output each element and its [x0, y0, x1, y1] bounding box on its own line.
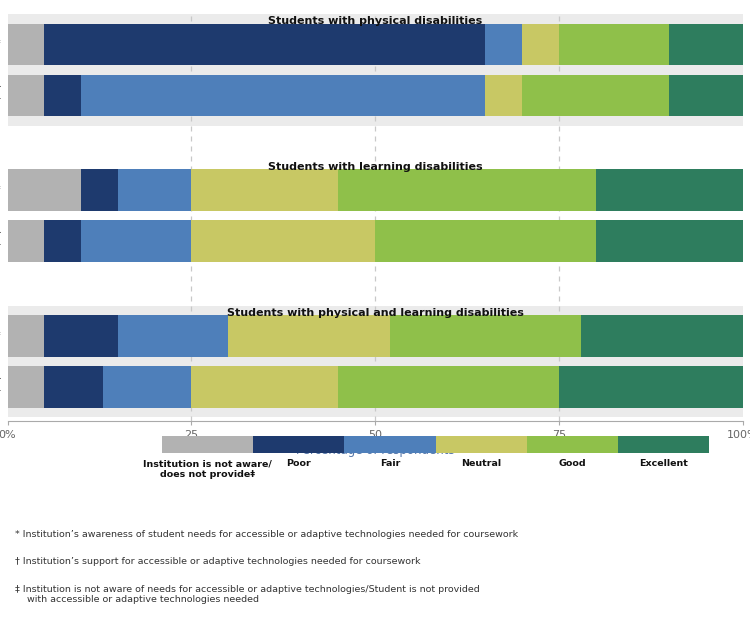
Bar	[8, 24, 44, 65]
Bar	[81, 169, 118, 211]
Bar	[44, 366, 103, 407]
Text: Excellent: Excellent	[639, 459, 688, 468]
Bar	[485, 24, 522, 65]
Bar	[580, 315, 742, 356]
Bar	[669, 75, 742, 116]
Bar	[8, 75, 44, 116]
Bar	[44, 75, 81, 116]
Bar	[596, 169, 742, 211]
Bar	[338, 366, 559, 407]
Bar	[527, 436, 618, 453]
Bar	[522, 24, 559, 65]
Bar	[344, 436, 436, 453]
Text: Students with physical disabilities: Students with physical disabilities	[268, 16, 482, 26]
Bar	[191, 169, 338, 211]
Bar	[522, 75, 669, 116]
Text: ‡ Institution is not aware of needs for accessible or adaptive technologies/Stud: ‡ Institution is not aware of needs for …	[15, 585, 479, 604]
Text: Good: Good	[559, 459, 586, 468]
Text: Fair: Fair	[380, 459, 400, 468]
Text: Students with learning disabilities: Students with learning disabilities	[268, 162, 482, 172]
Bar	[81, 220, 191, 262]
Text: Institution is not aware/
does not provide‡: Institution is not aware/ does not provi…	[143, 459, 272, 478]
Bar	[436, 436, 527, 453]
Bar	[103, 366, 191, 407]
Bar	[44, 220, 81, 262]
Text: * Institution’s awareness of student needs for accessible or adaptive technologi: * Institution’s awareness of student nee…	[15, 530, 518, 539]
Text: Neutral: Neutral	[461, 459, 501, 468]
Bar	[162, 436, 253, 453]
Bar	[118, 169, 191, 211]
Bar	[596, 220, 742, 262]
Bar	[485, 75, 522, 116]
Bar	[228, 315, 390, 356]
Bar	[338, 169, 596, 211]
Bar	[191, 366, 338, 407]
Bar	[669, 24, 742, 65]
X-axis label: Percentage of respondents: Percentage of respondents	[296, 444, 454, 457]
Bar	[559, 366, 742, 407]
Bar	[253, 436, 344, 453]
Bar	[8, 366, 44, 407]
Text: † Institution’s support for accessible or adaptive technologies needed for cours: † Institution’s support for accessible o…	[15, 557, 420, 567]
Bar	[191, 220, 375, 262]
Bar	[618, 436, 710, 453]
Bar	[8, 169, 81, 211]
Bar	[390, 315, 580, 356]
Bar	[81, 75, 485, 116]
Text: Poor: Poor	[286, 459, 311, 468]
Bar	[8, 160, 742, 271]
Text: Students with physical and learning disabilities: Students with physical and learning disa…	[226, 308, 524, 318]
Bar	[559, 24, 669, 65]
Bar	[8, 315, 44, 356]
Bar	[44, 315, 118, 356]
Bar	[118, 315, 228, 356]
Bar	[8, 14, 742, 126]
Bar	[44, 24, 485, 65]
Bar	[375, 220, 596, 262]
Bar	[8, 305, 742, 417]
Bar	[8, 220, 44, 262]
